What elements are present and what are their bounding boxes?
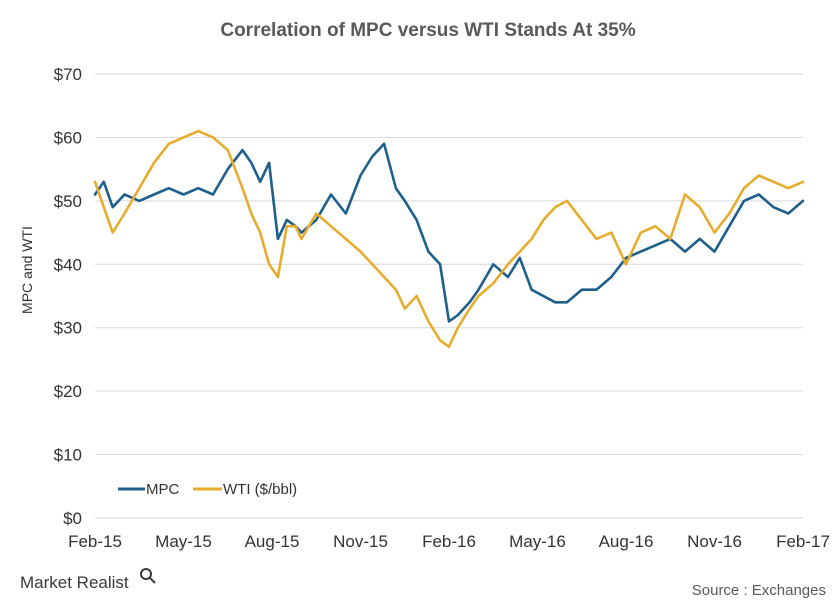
y-axis-ticks: $0 $10 $20 $30 $40 $50 $60 $70: [54, 65, 82, 528]
legend-label-wti: WTI ($/bbl): [223, 481, 297, 498]
x-tick-label: May-16: [509, 532, 566, 551]
brand-logo: Market Realist: [20, 568, 156, 592]
brand-text: Market Realist: [20, 573, 129, 592]
y-axis-label: MPC and WTI: [19, 226, 35, 314]
x-tick-label: Nov-16: [687, 532, 742, 551]
legend-label-mpc: MPC: [146, 481, 180, 498]
legend: MPC WTI ($/bbl): [118, 481, 297, 498]
series-lines: [93, 129, 805, 349]
y-tick-label: $10: [54, 446, 82, 465]
y-tick-label: $30: [54, 319, 82, 338]
x-tick-label: May-15: [155, 532, 212, 551]
y-tick-label: $50: [54, 192, 82, 211]
series-line-wti-bbl: [93, 129, 805, 349]
y-tick-label: $0: [63, 509, 82, 528]
y-tick-label: $40: [54, 255, 82, 274]
x-tick-label: Aug-15: [245, 532, 300, 551]
x-tick-label: Nov-15: [333, 532, 388, 551]
y-tick-label: $60: [54, 128, 82, 147]
series-line-mpc: [93, 142, 805, 323]
magnifier-icon: [140, 568, 156, 584]
x-axis-ticks: Feb-15 May-15 Aug-15 Nov-15 Feb-16 May-16 Aug-…: [68, 532, 830, 551]
source-note: Source : Exchanges: [692, 582, 826, 599]
y-tick-label: $20: [54, 382, 82, 401]
chart-title: Correlation of MPC versus WTI Stands At …: [220, 20, 635, 41]
x-tick-label: Feb-15: [68, 532, 122, 551]
y-tick-label: $70: [54, 65, 82, 84]
gridlines: [95, 73, 803, 519]
x-tick-label: Feb-16: [422, 532, 476, 551]
x-tick-label: Feb-17: [776, 532, 830, 551]
x-tick-label: Aug-16: [599, 532, 654, 551]
